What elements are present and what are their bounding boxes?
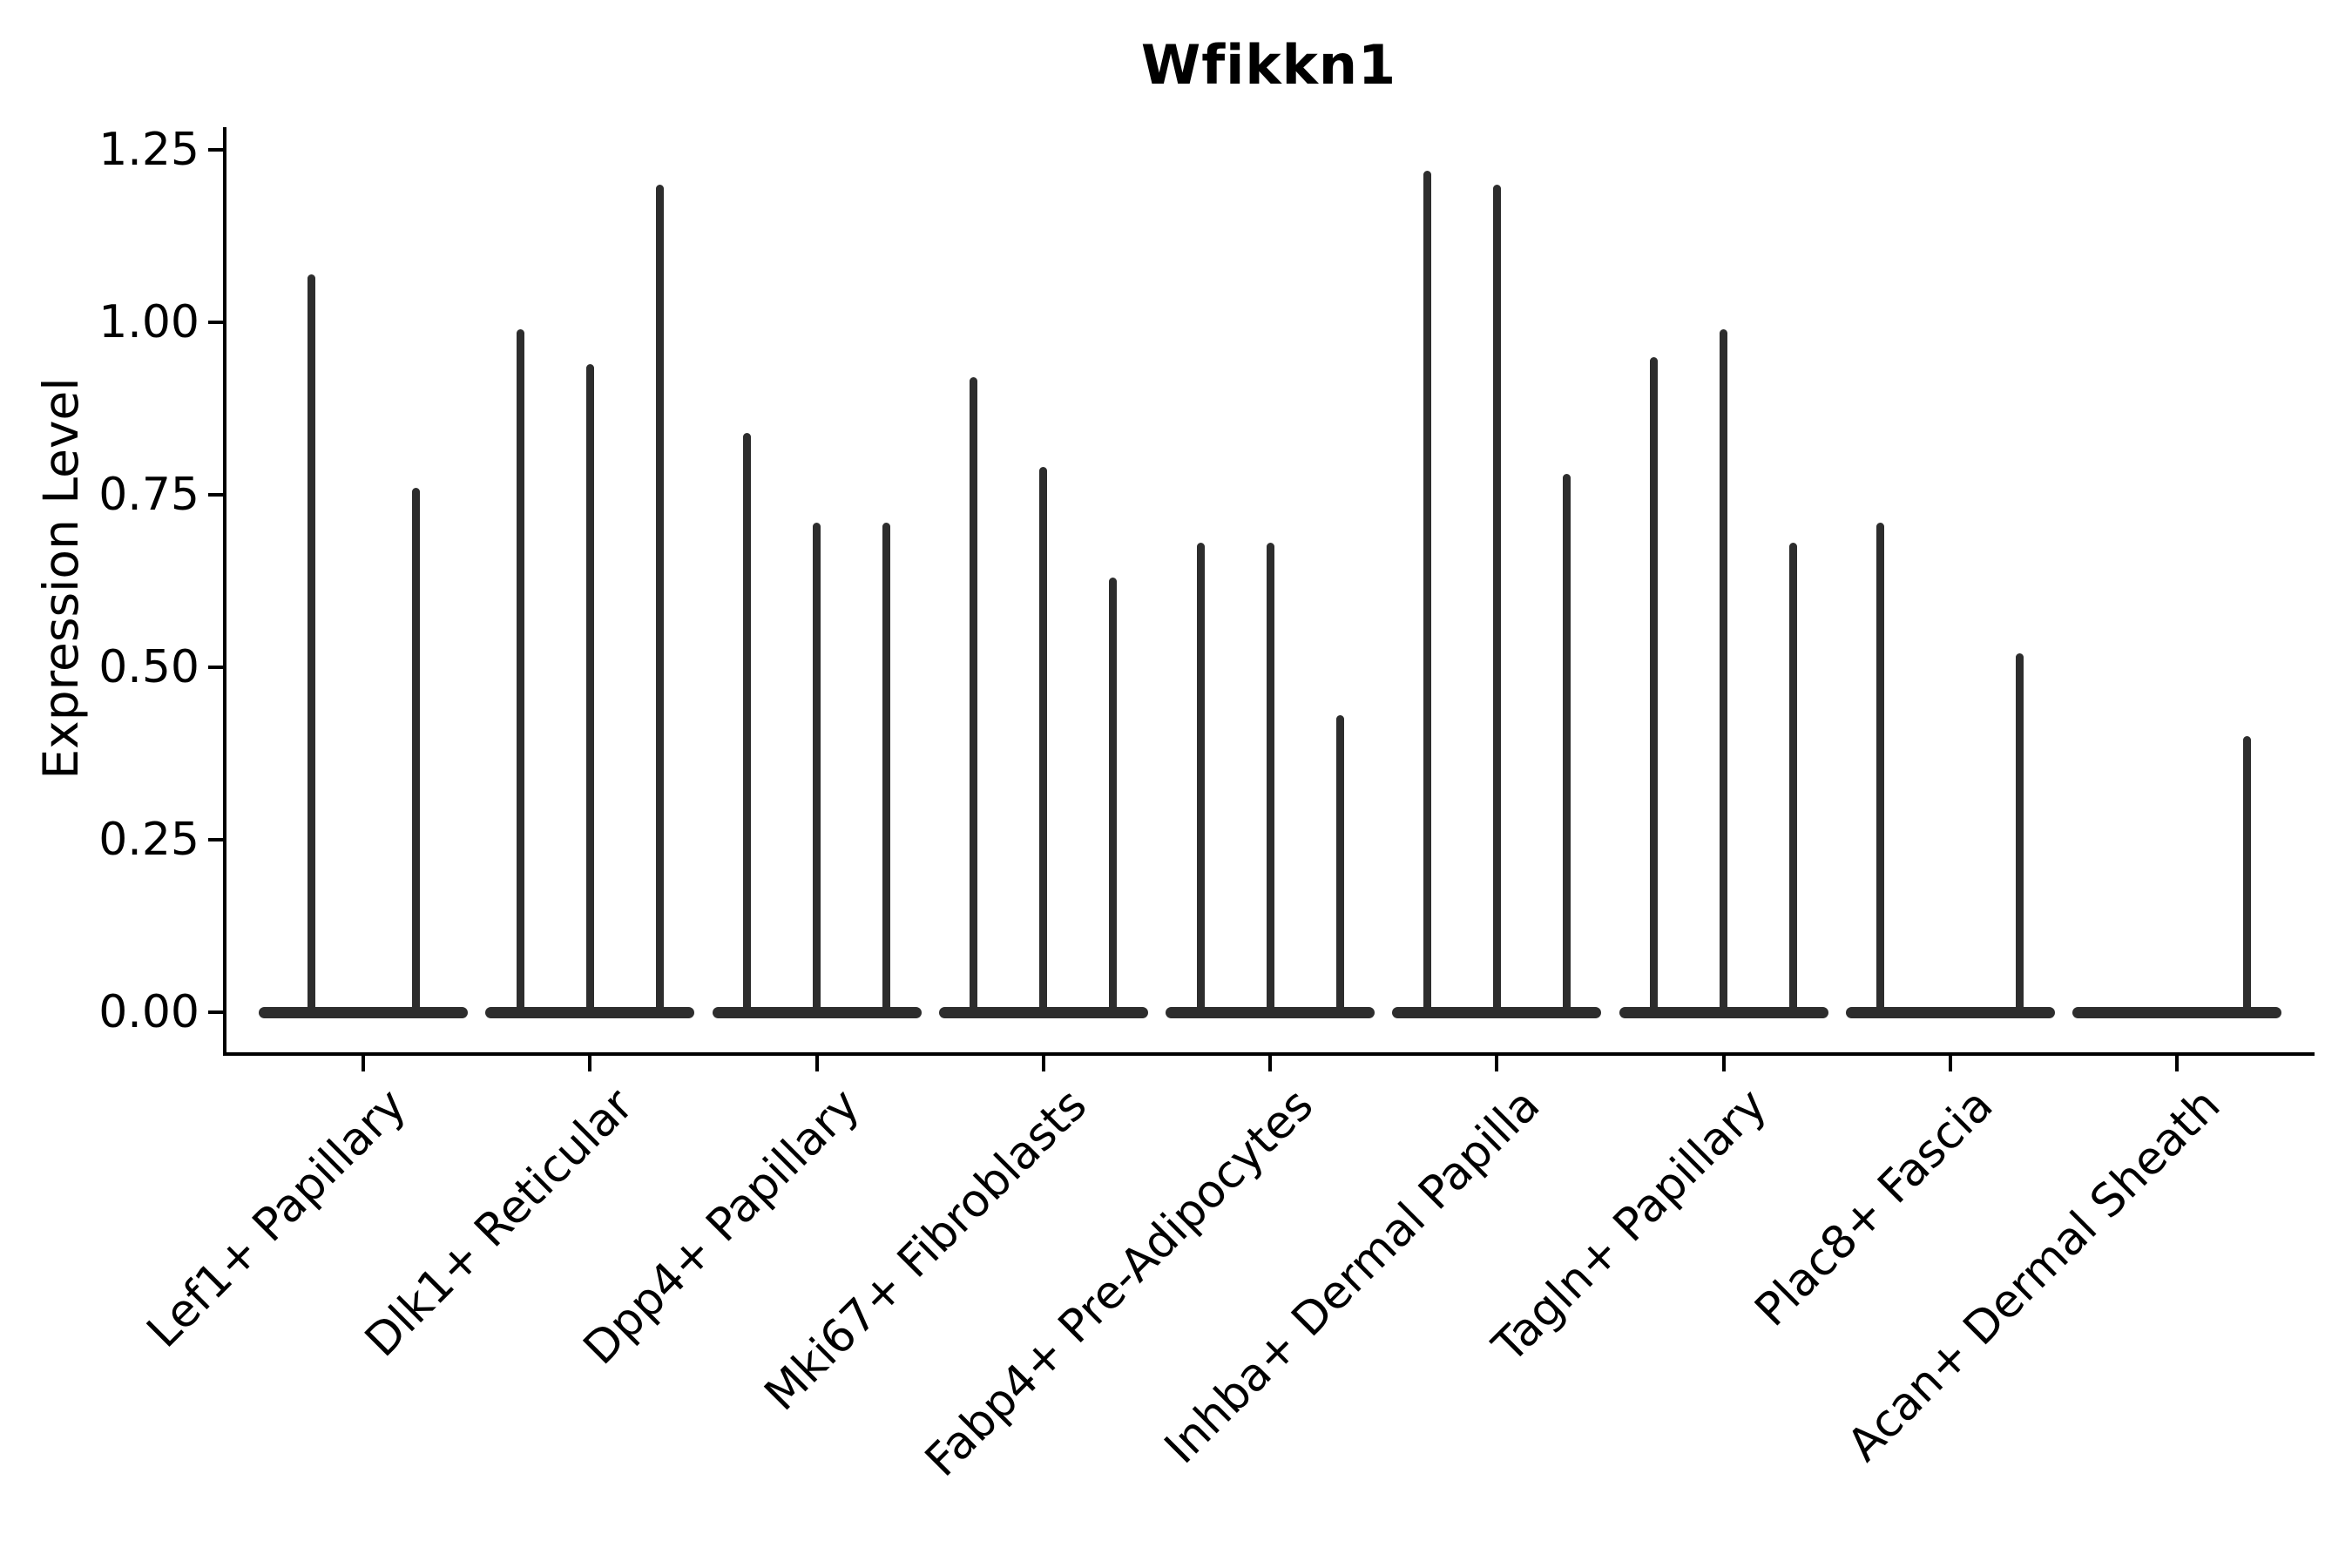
- x-tick-label: Fabp4+ Pre-Adipocytes: [915, 1078, 1324, 1487]
- violin-spike: [1492, 184, 1501, 1017]
- y-tick-label: 0.50: [98, 641, 199, 693]
- violin-baseline: [259, 1006, 468, 1018]
- violin-spike: [2242, 736, 2251, 1017]
- y-tick-label: 1.25: [98, 124, 199, 176]
- x-tick-label: Acan+ Dermal Sheath: [1837, 1078, 2231, 1472]
- violin-spike: [1196, 543, 1205, 1017]
- violin-spike: [655, 184, 664, 1017]
- y-tick: [208, 1010, 223, 1014]
- x-tick: [588, 1056, 592, 1071]
- x-tick: [1268, 1056, 1272, 1071]
- y-axis-spine: [223, 127, 226, 1056]
- y-tick-label: 0.00: [98, 986, 199, 1038]
- violin-spike: [1720, 328, 1727, 1017]
- y-tick-label: 0.25: [98, 814, 199, 866]
- x-axis-spine: [223, 1052, 2315, 1056]
- x-tick: [814, 1056, 819, 1071]
- y-tick: [208, 321, 223, 324]
- x-tick: [2175, 1056, 2179, 1071]
- violin-spike: [2016, 653, 2024, 1017]
- x-tick: [1948, 1056, 1952, 1071]
- violin-spike: [1650, 356, 1658, 1017]
- violin-spike: [1266, 543, 1274, 1017]
- violin-spike: [743, 432, 751, 1017]
- violin-spike: [585, 363, 594, 1017]
- violin-spike: [1562, 474, 1571, 1017]
- x-tick: [1041, 1056, 1045, 1071]
- chart-title: Wfikkn1: [1140, 33, 1397, 97]
- y-tick-label: 1.00: [98, 296, 199, 348]
- violin-spike: [1423, 170, 1431, 1017]
- x-tick: [362, 1056, 365, 1071]
- violin-spike: [1789, 543, 1797, 1017]
- x-tick-label: Plac8+ Fascia: [1745, 1078, 2004, 1337]
- y-tick: [208, 148, 223, 152]
- x-tick: [1721, 1056, 1726, 1071]
- violin-baseline: [1845, 1006, 2055, 1018]
- y-tick: [208, 493, 223, 497]
- x-tick: [1495, 1056, 1499, 1071]
- y-tick: [208, 838, 223, 841]
- y-tick-label: 0.75: [98, 469, 199, 521]
- violin-spike: [411, 488, 420, 1017]
- x-tick-label: Inhba+ Dermal Papilla: [1154, 1078, 1551, 1475]
- violin-baseline: [2072, 1006, 2281, 1018]
- y-tick: [208, 666, 223, 669]
- violin-spike: [970, 377, 978, 1017]
- violin-spike: [307, 274, 315, 1017]
- violin-spike: [516, 328, 524, 1017]
- violin-spike: [1876, 522, 1885, 1017]
- violin-spike: [1335, 715, 1344, 1017]
- violin-spike: [813, 522, 821, 1017]
- violin-spike: [1039, 467, 1048, 1017]
- violin-spike: [882, 522, 890, 1017]
- violin-spike: [1109, 578, 1118, 1017]
